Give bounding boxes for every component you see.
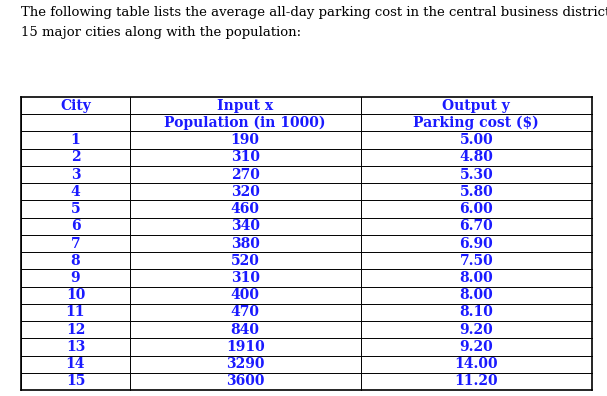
Text: 1910: 1910 [226, 340, 265, 354]
Text: 2: 2 [70, 150, 80, 164]
Text: 520: 520 [231, 254, 260, 268]
Text: 310: 310 [231, 150, 260, 164]
Text: 9.20: 9.20 [459, 340, 493, 354]
Text: 470: 470 [231, 305, 260, 320]
Text: 5.80: 5.80 [459, 185, 493, 199]
Text: Input x: Input x [217, 99, 273, 112]
Text: 460: 460 [231, 202, 260, 216]
Text: 7.50: 7.50 [459, 254, 493, 268]
Text: 4: 4 [70, 185, 80, 199]
Text: 8.00: 8.00 [459, 288, 493, 302]
Text: 6.70: 6.70 [459, 219, 493, 233]
Text: 8: 8 [70, 254, 80, 268]
Text: 6.00: 6.00 [459, 202, 493, 216]
Text: 11.20: 11.20 [455, 375, 498, 388]
Text: 3: 3 [70, 168, 80, 182]
Text: 15 major cities along with the population:: 15 major cities along with the populatio… [21, 26, 301, 39]
Text: 190: 190 [231, 133, 260, 147]
Text: 9: 9 [70, 271, 80, 285]
Text: 14: 14 [66, 357, 85, 371]
Text: 5.00: 5.00 [459, 133, 493, 147]
Text: 11: 11 [66, 305, 85, 320]
Text: 3290: 3290 [226, 357, 265, 371]
Text: 4.80: 4.80 [459, 150, 493, 164]
Text: 13: 13 [66, 340, 85, 354]
Text: 320: 320 [231, 185, 260, 199]
Text: 840: 840 [231, 323, 260, 337]
Text: 14.00: 14.00 [455, 357, 498, 371]
Text: 5.30: 5.30 [459, 168, 493, 182]
Text: 12: 12 [66, 323, 85, 337]
Text: Output y: Output y [443, 99, 510, 112]
Text: 8.00: 8.00 [459, 271, 493, 285]
Text: 9.20: 9.20 [459, 323, 493, 337]
Text: 6.90: 6.90 [459, 236, 493, 251]
Text: 380: 380 [231, 236, 260, 251]
Text: The following table lists the average all-day parking cost in the central busine: The following table lists the average al… [21, 6, 607, 19]
Text: 400: 400 [231, 288, 260, 302]
Text: 340: 340 [231, 219, 260, 233]
Text: 5: 5 [70, 202, 80, 216]
Text: Population (in 1000): Population (in 1000) [164, 116, 326, 130]
Text: 10: 10 [66, 288, 85, 302]
Text: 270: 270 [231, 168, 260, 182]
Text: City: City [60, 99, 91, 112]
Text: 15: 15 [66, 375, 85, 388]
Text: 7: 7 [70, 236, 80, 251]
Text: 8.10: 8.10 [459, 305, 493, 320]
Text: Parking cost ($): Parking cost ($) [413, 116, 539, 130]
Text: 1: 1 [70, 133, 80, 147]
Text: 3600: 3600 [226, 375, 265, 388]
Text: 6: 6 [70, 219, 80, 233]
Text: 310: 310 [231, 271, 260, 285]
